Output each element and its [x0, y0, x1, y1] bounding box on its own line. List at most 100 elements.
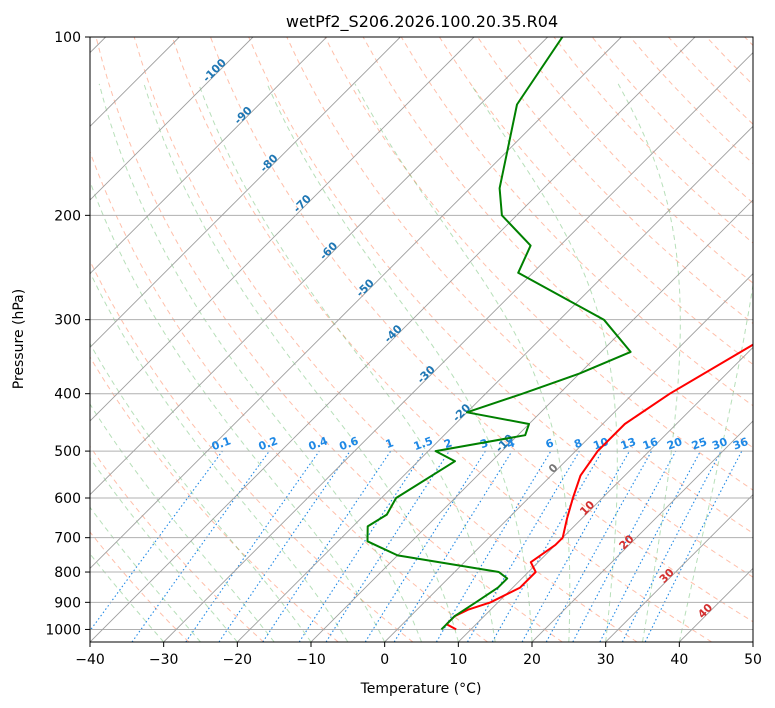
- isotherm-line: [90, 37, 401, 348]
- isotherm-line: [752, 641, 753, 642]
- y-tick-label: 400: [54, 387, 81, 403]
- mixing-ratio-label: 3: [478, 436, 490, 451]
- mixing-ratio-line: [393, 450, 513, 642]
- moist-adiabat-line: [90, 342, 312, 642]
- isotherm-line: [237, 125, 753, 642]
- mixing-ratio-label: 25: [690, 435, 709, 452]
- moist-adiabat-line: [90, 506, 201, 642]
- profile-series: [366, 37, 753, 631]
- mixing-ratio-line: [644, 450, 743, 642]
- isotherm-line: [90, 37, 696, 642]
- mixing-ratio-label: 10: [591, 435, 610, 453]
- y-tick-label: 1000: [45, 622, 81, 638]
- mixing-ratio-line: [521, 450, 630, 642]
- moist-adiabat-line: [90, 271, 349, 642]
- moist-adiabat-line: [90, 553, 165, 642]
- isotherm-line: [90, 37, 327, 275]
- pressure-gridlines: [90, 37, 753, 630]
- dry-adiabat-line: [400, 37, 753, 407]
- isotherm-line: [605, 494, 753, 642]
- mixing-ratio-line: [325, 450, 450, 642]
- x-tick-label: −40: [75, 652, 105, 668]
- mixing-ratio-line: [298, 450, 425, 642]
- y-tick-label: 600: [54, 491, 81, 507]
- dry-adiabat-line: [90, 531, 190, 642]
- mixing-ratio-label: 1: [384, 436, 396, 451]
- y-tick-label: 900: [54, 595, 81, 611]
- mixing-ratio-line: [572, 450, 677, 642]
- isotherm-line: [90, 37, 548, 496]
- x-axis-label: Temperature (°C): [360, 681, 482, 697]
- mixing-ratio-label: 13: [619, 435, 638, 452]
- moist-adiabat-line: [678, 282, 753, 642]
- x-tick-label: 30: [597, 652, 615, 668]
- dry-adiabat-line: [515, 37, 753, 284]
- x-tick-label: 0: [380, 652, 389, 668]
- dry-adiabat-line: [210, 37, 753, 623]
- x-tick-label: −20: [223, 652, 253, 668]
- isotherm-line: [163, 52, 753, 642]
- temperature-profile-line: [445, 343, 753, 631]
- y-axis-label: Pressure (hPa): [11, 289, 27, 389]
- moist-adiabat-line: [98, 83, 422, 642]
- isotherm-line: [531, 420, 753, 642]
- moist-adiabats: [90, 83, 753, 642]
- x-tick-label: 10: [449, 652, 467, 668]
- mixing-ratio-label: 16: [641, 435, 660, 453]
- mixing-ratio-label: 6: [544, 436, 556, 451]
- isotherm-line: [384, 273, 753, 642]
- mixing-ratio-line: [131, 450, 270, 642]
- mixing-ratio-label: 0.1: [210, 434, 233, 453]
- mixing-ratio-label: 0.6: [338, 434, 361, 453]
- mixing-ratio-line: [90, 450, 223, 632]
- isotherm-line: [90, 37, 622, 569]
- y-tick-label: 100: [54, 30, 81, 46]
- dry-adiabat-line: [133, 37, 638, 642]
- dewpoint-profile-line: [366, 37, 632, 631]
- y-tick-label: 500: [54, 444, 81, 460]
- mixing-ratio-label: 1.5: [412, 434, 435, 453]
- isotherms: [90, 37, 753, 642]
- dry-adiabat-line: [438, 37, 753, 366]
- dry-adiabat-line: [95, 37, 563, 642]
- x-tick-label: 40: [670, 652, 688, 668]
- dry-adiabat-line: [90, 445, 264, 642]
- isotherm-line: [310, 199, 753, 642]
- y-tick-label: 300: [54, 313, 81, 329]
- mixing-ratio-labels: 0.1 0.2 0.4 0.6 1 1.5 2 3 4 6 8 10 13 16 20 25 30 36: [210, 434, 751, 453]
- mixing-ratio-label: 4: [505, 436, 517, 451]
- mixing-ratio-label: 36: [731, 435, 750, 453]
- mixing-ratio-line: [545, 450, 653, 642]
- x-tick-label: 20: [523, 652, 541, 668]
- y-axis-ticks: 1000 900 800 700 600 500 400 300 200 100: [45, 30, 90, 638]
- mixing-ratio-label: 0.2: [257, 434, 280, 453]
- moist-adiabat-line: [143, 83, 459, 642]
- moist-adiabat-line: [90, 180, 386, 642]
- dry-adiabat-line: [171, 37, 712, 642]
- chart-title: wetPf2_S206.2026.100.20.35.R04: [286, 12, 558, 32]
- x-tick-label: −10: [296, 652, 326, 668]
- dry-adiabat-line: [90, 356, 339, 642]
- mixing-ratio-line: [218, 450, 351, 642]
- x-tick-label: −30: [149, 652, 179, 668]
- mixing-ratio-label: 0.4: [307, 434, 330, 453]
- mixing-ratio-line: [185, 450, 320, 642]
- mixing-ratio-label: 20: [665, 435, 684, 453]
- mixing-ratio-label: 2: [442, 436, 454, 451]
- y-tick-label: 800: [54, 565, 81, 581]
- mixing-ratio-label: 30: [710, 435, 729, 453]
- plot-frame: [89, 36, 754, 643]
- dry-adiabat-line: [248, 37, 753, 578]
- x-axis-ticks: −40 −30 −20 −10 0 10 20 30 40 50: [75, 642, 762, 668]
- x-tick-label: 50: [744, 652, 762, 668]
- isotherm-line: [90, 37, 475, 422]
- plot-area: -100-90-80-70-60-50-40-30-20-10010203040…: [90, 37, 753, 642]
- y-tick-label: 700: [54, 531, 81, 547]
- y-tick-label: 200: [54, 208, 81, 224]
- mixing-ratio-lines: [90, 450, 743, 642]
- isotherm-line: [90, 37, 254, 201]
- dry-adiabat-line: [90, 150, 488, 642]
- mixing-ratio-line: [262, 450, 392, 642]
- mixing-ratio-label: 8: [572, 436, 584, 451]
